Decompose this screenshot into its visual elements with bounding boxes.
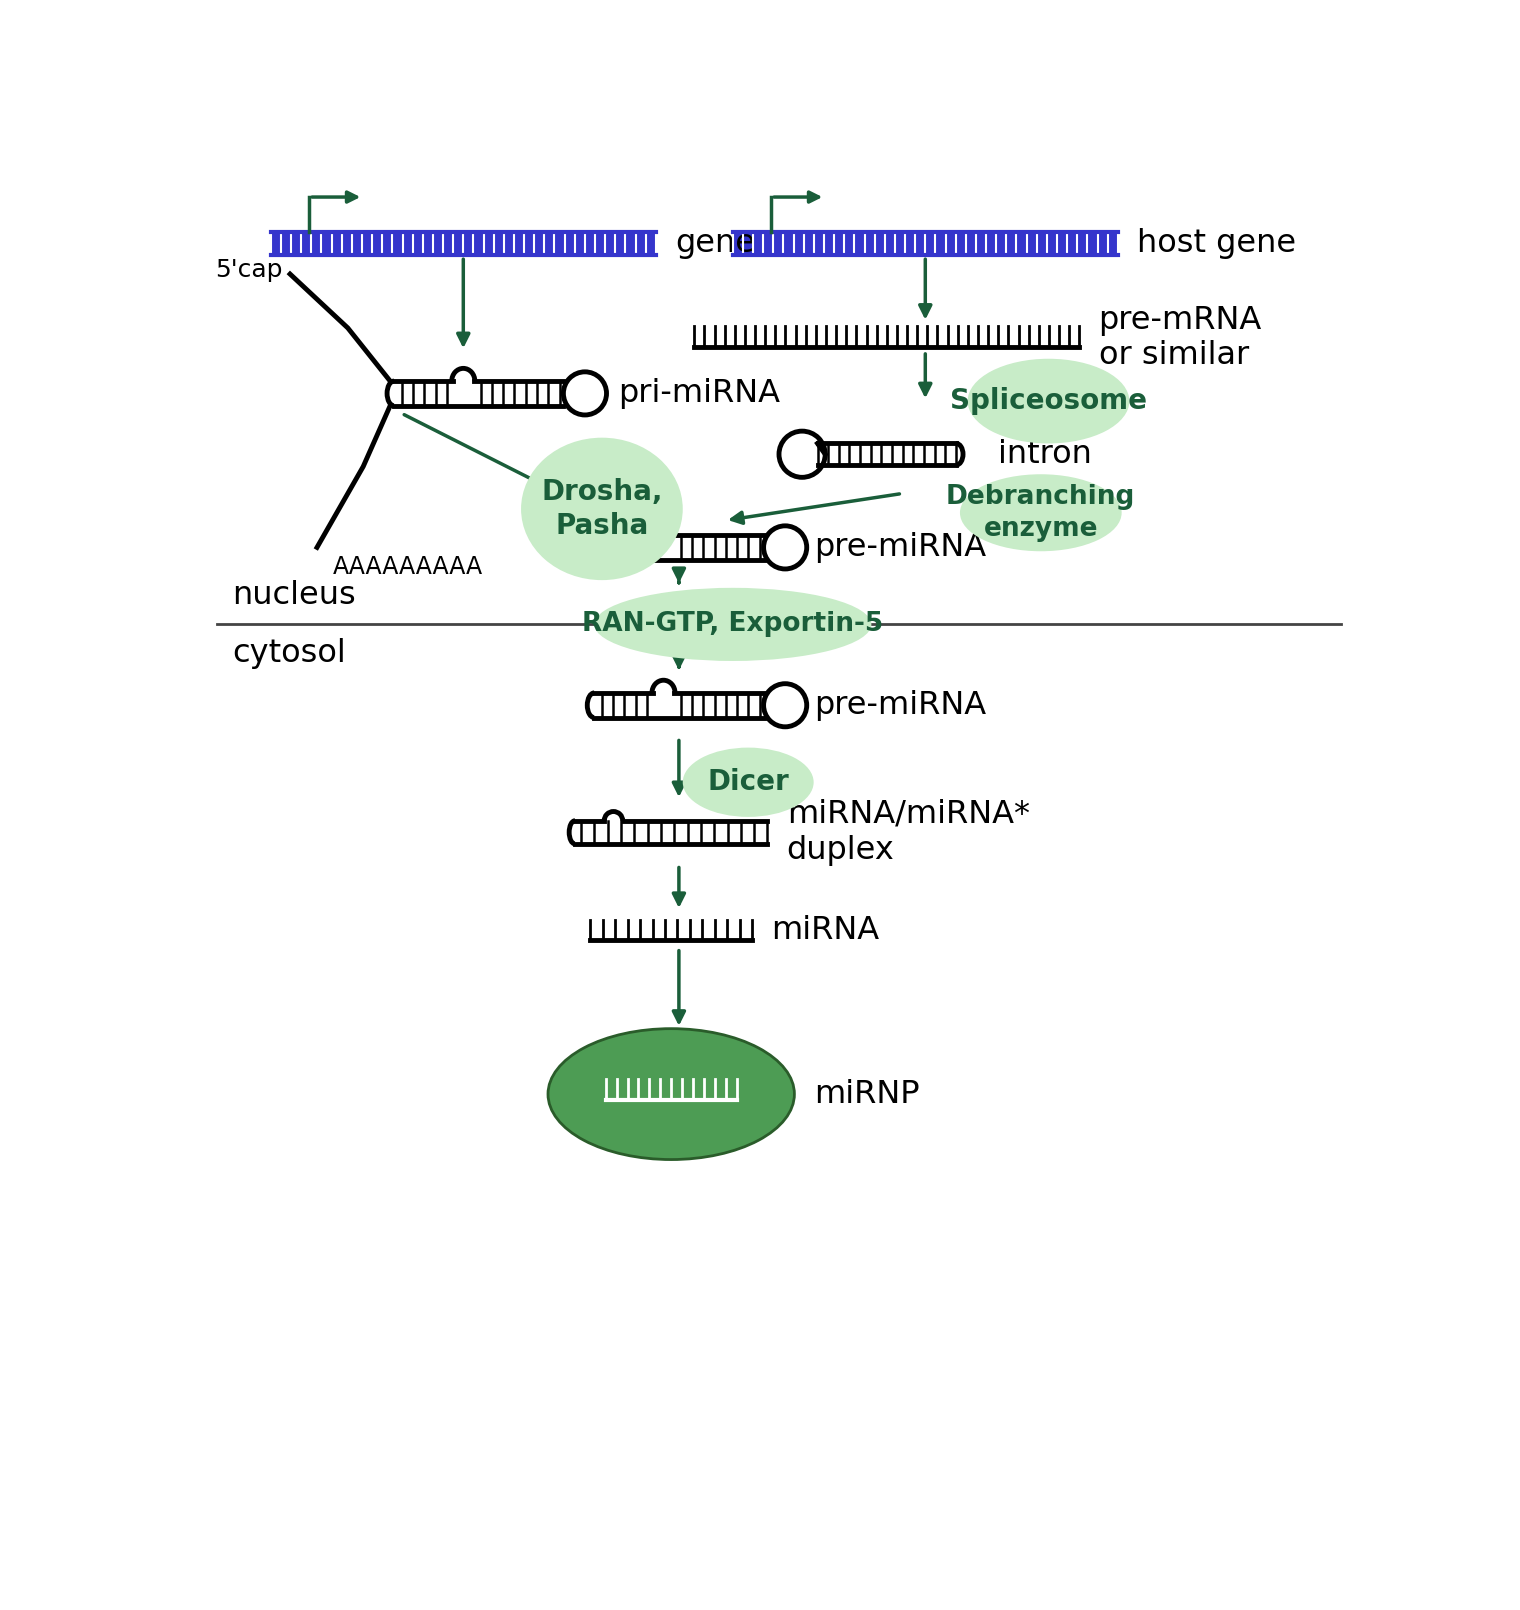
Ellipse shape [968,359,1129,443]
Bar [733,232,1117,254]
Text: 5'cap: 5'cap [214,258,283,282]
Ellipse shape [594,588,871,662]
Text: gene: gene [675,227,755,259]
Text: Drosha,
Pasha: Drosha, Pasha [541,478,663,541]
Ellipse shape [961,475,1122,551]
Text: nucleus: nucleus [233,580,356,610]
Text: pre-miRNA: pre-miRNA [815,531,986,564]
Text: intron: intron [999,440,1093,470]
Text: host gene: host gene [1137,227,1297,259]
Text: cytosol: cytosol [233,638,347,670]
Text: RAN-GTP, Exportin-5: RAN-GTP, Exportin-5 [582,612,883,638]
Ellipse shape [682,747,813,816]
Bar [271,232,655,254]
Text: miRNA: miRNA [771,914,880,945]
Ellipse shape [549,1029,795,1159]
Text: miRNA/miRNA*
duplex: miRNA/miRNA* duplex [787,799,1029,866]
Text: AAAAAAAAA: AAAAAAAAA [333,555,482,580]
Ellipse shape [521,438,682,580]
Text: miRNP: miRNP [813,1079,920,1109]
Text: pri-miRNA: pri-miRNA [619,378,780,409]
Text: Dicer: Dicer [707,768,789,797]
Text: pre-mRNA
or similar: pre-mRNA or similar [1099,304,1262,372]
Text: Spliceosome: Spliceosome [950,386,1148,415]
Text: Debranching
enzyme: Debranching enzyme [945,483,1135,541]
Text: pre-miRNA: pre-miRNA [815,689,986,721]
